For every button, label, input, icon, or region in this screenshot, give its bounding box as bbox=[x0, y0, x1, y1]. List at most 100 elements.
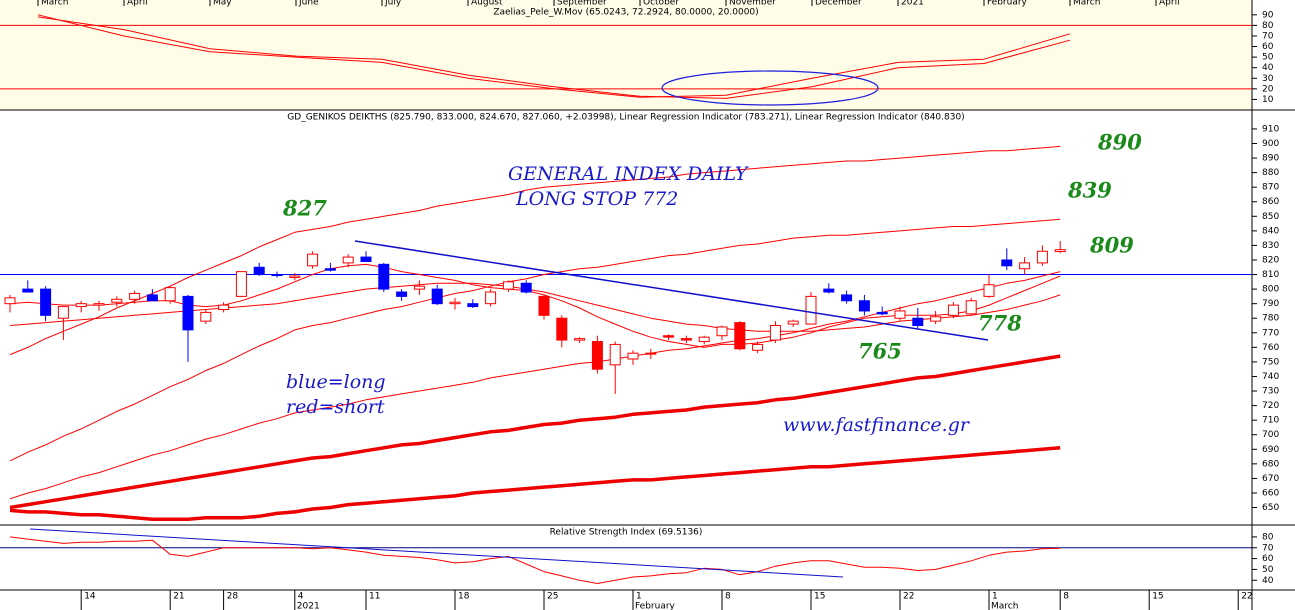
y-tick-label: 890 bbox=[1262, 154, 1279, 164]
y-tick-label: 780 bbox=[1262, 314, 1279, 324]
candle-body bbox=[876, 311, 888, 315]
x-tick-label: 21 bbox=[173, 592, 184, 602]
y-tick-label: 40 bbox=[1262, 63, 1274, 73]
y-tick-label: 20 bbox=[1262, 84, 1274, 94]
candle-body bbox=[752, 343, 764, 351]
x-tick-label: 22 bbox=[1241, 592, 1252, 602]
annotations: GENERAL INDEX DAILY LONG STOP 772 827 89… bbox=[29, 70, 1142, 578]
x-tick-label: April bbox=[127, 0, 148, 8]
y-tick-label: 900 bbox=[1262, 139, 1279, 149]
candle-body bbox=[449, 301, 461, 305]
candle-body bbox=[947, 304, 959, 316]
candle-body bbox=[627, 352, 639, 360]
x-tick-label: 15 bbox=[814, 592, 825, 602]
y-tick-label: 680 bbox=[1262, 459, 1279, 469]
annotation: GENERAL INDEX DAILY bbox=[508, 163, 750, 185]
candle-body bbox=[431, 288, 443, 305]
candle-body bbox=[378, 263, 390, 290]
y-tick-label: 50 bbox=[1262, 53, 1274, 63]
candle-body bbox=[609, 343, 621, 366]
candle-body bbox=[182, 295, 194, 331]
annotation: 778 bbox=[978, 311, 1022, 336]
candle-body bbox=[271, 274, 283, 277]
y-tick-label: 740 bbox=[1262, 372, 1279, 382]
y-tick-label: 60 bbox=[1262, 554, 1274, 564]
candle-body bbox=[858, 300, 870, 312]
candle-body bbox=[75, 303, 87, 308]
x-tick-label: 8 bbox=[725, 592, 731, 602]
annotation: 827 bbox=[282, 196, 327, 221]
x-tick-label: 11 bbox=[369, 592, 380, 602]
candle-body bbox=[502, 281, 514, 290]
x-tick-label: April bbox=[1159, 0, 1180, 8]
candle-body bbox=[235, 271, 247, 297]
candle-body bbox=[396, 291, 408, 297]
y-tick-label: 750 bbox=[1262, 357, 1279, 367]
y-tick-label: 80 bbox=[1262, 21, 1274, 31]
x-tick-label: 2021 bbox=[901, 0, 924, 8]
candle-body bbox=[342, 256, 354, 264]
y-tick-label: 800 bbox=[1262, 285, 1279, 295]
annotation: www.fastfinance.gr bbox=[783, 414, 971, 436]
trend-line bbox=[354, 240, 989, 341]
candle-body bbox=[574, 338, 586, 341]
y-tick-label: 720 bbox=[1262, 401, 1279, 411]
candle-body bbox=[538, 295, 550, 316]
indicator-line bbox=[9, 218, 1061, 462]
candle-body bbox=[22, 288, 34, 293]
panel-title: Zaelias_Pele_W.Mov (65.0243, 72.2924, 80… bbox=[493, 8, 758, 18]
y-tick-label: 60 bbox=[1262, 42, 1274, 52]
y-tick-label: 850 bbox=[1262, 212, 1279, 222]
y-tick-label: 650 bbox=[1262, 503, 1279, 513]
candle-body bbox=[93, 303, 105, 306]
candle-body bbox=[912, 317, 924, 327]
candle-body bbox=[965, 300, 977, 315]
x-tick-label: November bbox=[729, 0, 776, 8]
panel-title: Relative Strength Index (69.5136) bbox=[550, 528, 703, 538]
candle-body bbox=[111, 298, 123, 303]
x-tick-label: September bbox=[557, 0, 607, 8]
x-tick-label: December bbox=[815, 0, 862, 8]
highlight-ellipse bbox=[661, 70, 879, 106]
x-tick-label: 8 bbox=[1063, 592, 1069, 602]
x-tick-label: 1 bbox=[636, 592, 642, 602]
candle-body bbox=[146, 294, 158, 302]
candle-body bbox=[253, 266, 265, 276]
candle-body bbox=[200, 311, 212, 322]
x-group-label: 2021 bbox=[297, 602, 320, 610]
x-tick-label: May bbox=[213, 0, 232, 8]
candle-body bbox=[289, 275, 301, 278]
annotation: 890 bbox=[1097, 130, 1142, 155]
y-tick-label: 690 bbox=[1262, 445, 1279, 455]
candle-body bbox=[787, 320, 799, 325]
candle-body bbox=[4, 297, 16, 305]
x-group-label: February bbox=[635, 602, 676, 610]
annotation: 809 bbox=[1089, 233, 1134, 258]
y-tick-label: 70 bbox=[1262, 543, 1274, 553]
y-tick-label: 30 bbox=[1262, 74, 1274, 84]
y-tick-label: 910 bbox=[1262, 124, 1279, 134]
x-group-label: March bbox=[991, 602, 1018, 610]
x-tick-label: July bbox=[384, 0, 402, 8]
y-tick-label: 90 bbox=[1262, 10, 1274, 20]
y-tick-label: 790 bbox=[1262, 299, 1279, 309]
x-tick-label: 18 bbox=[458, 592, 470, 602]
y-tick-label: 80 bbox=[1262, 532, 1274, 542]
oscillator-panel bbox=[0, 0, 1252, 110]
candle-body bbox=[57, 306, 69, 319]
candle-body bbox=[645, 352, 657, 355]
annotation: blue=long bbox=[286, 371, 386, 393]
indicator-line bbox=[9, 354, 1061, 510]
indicator-line bbox=[9, 536, 1061, 584]
x-tick-label: 4 bbox=[298, 592, 304, 602]
candle-body bbox=[983, 284, 995, 297]
candle-body bbox=[485, 291, 497, 305]
candle-body bbox=[413, 285, 425, 290]
x-tick-label: 1 bbox=[992, 592, 998, 602]
y-tick-label: 870 bbox=[1262, 183, 1279, 193]
candle-body bbox=[467, 303, 479, 308]
annotation: 765 bbox=[858, 339, 902, 364]
candle-body bbox=[680, 338, 692, 341]
indicator-line bbox=[37, 16, 1071, 99]
